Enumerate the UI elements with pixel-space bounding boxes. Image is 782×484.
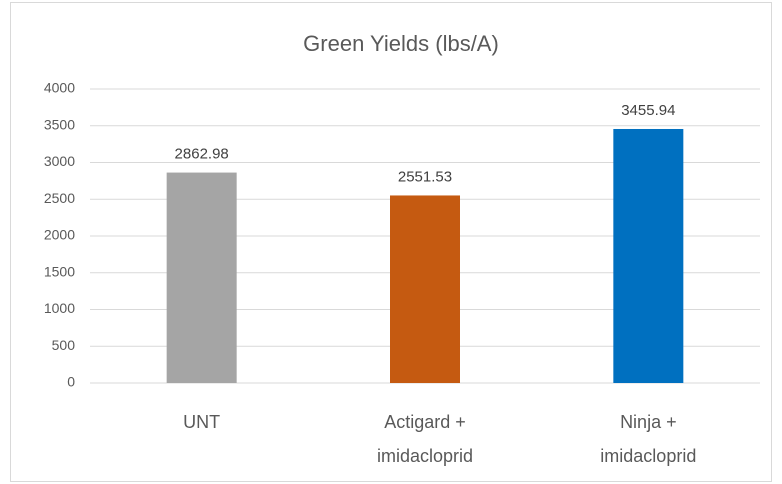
y-tick-label: 4000: [44, 80, 75, 96]
data-label: 2551.53: [398, 168, 452, 185]
x-tick-label: Ninja + imidacloprid: [600, 412, 697, 466]
chart-title: Green Yields (lbs/A): [303, 31, 499, 56]
bar: [613, 128, 684, 383]
y-tick-label: 2500: [44, 190, 75, 206]
y-tick-label: 1000: [44, 300, 75, 316]
y-tick-label: 500: [52, 337, 76, 353]
x-tick-label: Actigard + imidacloprid: [376, 412, 474, 466]
y-tick-label: 1500: [44, 263, 75, 279]
y-tick-label: 3000: [44, 153, 75, 169]
data-label: 2862.98: [175, 146, 229, 163]
data-label: 3455.94: [621, 102, 675, 119]
bar: [166, 172, 237, 383]
y-tick-label: 2000: [44, 227, 75, 243]
y-tick-label: 0: [67, 374, 75, 390]
y-tick-label: 3500: [44, 116, 75, 132]
x-tick-label: UNT: [183, 412, 221, 432]
bar: [390, 195, 460, 383]
